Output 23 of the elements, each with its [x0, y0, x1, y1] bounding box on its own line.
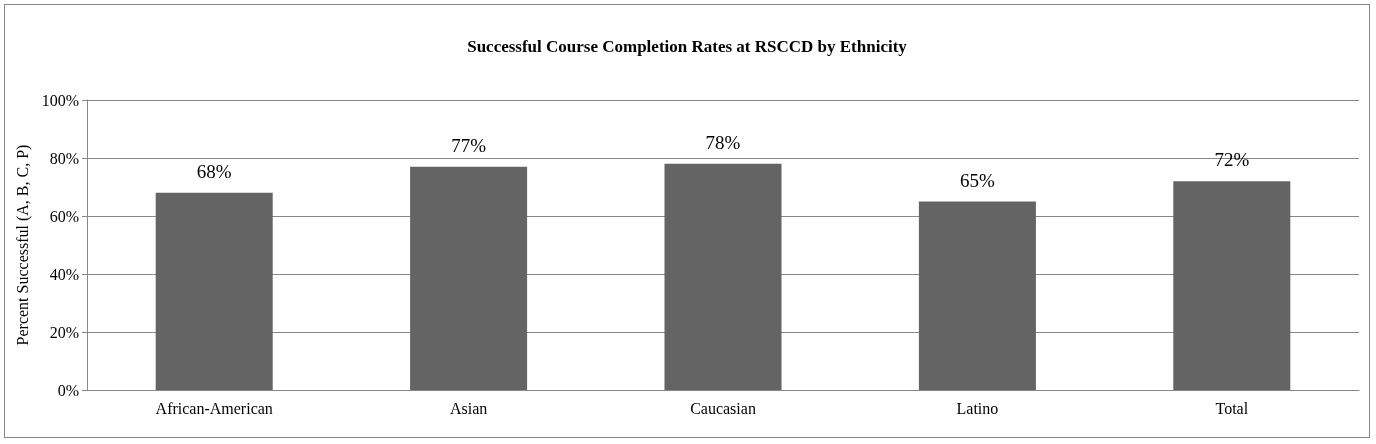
y-tick-label: 60% — [49, 207, 79, 225]
bar — [155, 192, 273, 390]
x-tick-label: Caucasian — [690, 399, 756, 417]
y-tick-label: 100% — [41, 91, 79, 109]
data-label: 68% — [196, 160, 232, 182]
data-label: 77% — [451, 134, 487, 156]
bar — [410, 166, 528, 390]
bar — [664, 163, 782, 390]
x-tick-label: African-American — [155, 399, 273, 417]
data-label: 78% — [705, 131, 741, 153]
y-axis-title: Percent Successful (A, B, C, P) — [14, 144, 33, 346]
bar — [1173, 181, 1291, 390]
y-tick-label: 80% — [49, 149, 79, 167]
data-label: 65% — [959, 169, 995, 191]
x-tick-label: Asian — [449, 399, 488, 417]
x-tick-label: Total — [1215, 399, 1249, 417]
chart-title: Successful Course Completion Rates at RSCCD by Ethnicity — [467, 37, 908, 56]
y-tick-label: 0% — [57, 381, 79, 399]
data-label: 72% — [1214, 149, 1250, 171]
y-tick-label: 20% — [49, 323, 79, 341]
y-tick-label: 40% — [49, 265, 79, 283]
x-tick-label: Latino — [956, 399, 999, 417]
bar — [918, 201, 1036, 390]
